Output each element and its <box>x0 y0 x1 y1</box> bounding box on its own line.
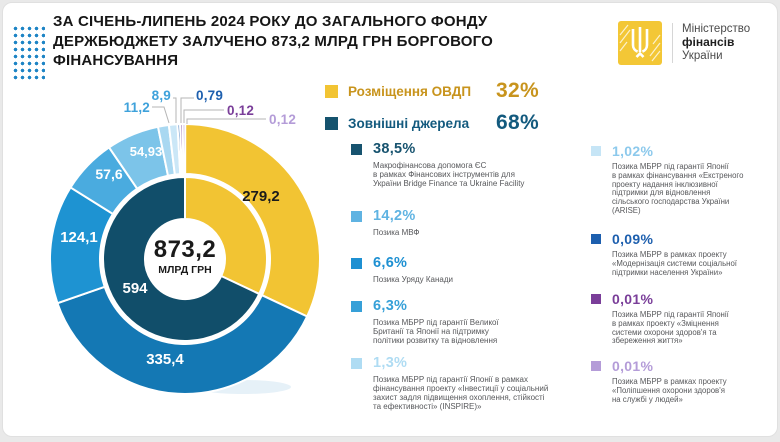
item-marker-square <box>351 144 362 155</box>
item-percent: 6,6% <box>373 255 408 271</box>
legend-item-external: Зовнішні джерела 68% <box>325 111 539 135</box>
ministry-name-line2: фінансів <box>682 35 735 50</box>
dots-decoration <box>12 25 45 82</box>
callout-leader-line <box>186 118 266 124</box>
callout-value-label: 11,2 <box>123 100 150 115</box>
breakdown-item: 0,01% Позика МБРР в рамках проекту «Поліп… <box>591 358 727 404</box>
breakdown-item: 14,2% Позика МВФ <box>351 208 419 237</box>
donut-label: 54,93 <box>130 144 163 159</box>
item-marker-square <box>591 361 601 371</box>
breakdown-item: 1,02% Позика МБРР під гарантії Японії в р… <box>591 143 743 216</box>
legend-label: Зовнішні джерела <box>348 115 470 131</box>
breakdown-item: 1,3% Позика МБРР під гарантії Японії в ра… <box>351 355 548 411</box>
callout-value-label: 0,79 <box>196 88 224 103</box>
donut-shadow <box>195 380 291 394</box>
donut-label: 279,2 <box>242 188 280 205</box>
callout-value-label: 0,12 <box>227 103 255 118</box>
page-title: ЗА СІЧЕНЬ-ЛИПЕНЬ 2024 РОКУ ДО ЗАГАЛЬНОГО… <box>53 13 493 69</box>
item-marker-square <box>591 294 601 304</box>
breakdown-item: 38,5% Макрофінансова допомога ЄС в рамках… <box>351 141 524 188</box>
ministry-name-line1: Міністерство <box>682 22 751 35</box>
item-description: Позика МБРР під гарантії Японії в рамках… <box>612 310 729 346</box>
legend-percent: 32% <box>496 79 539 102</box>
donut-segment-57,6 <box>69 145 139 216</box>
item-description: Позика МБРР під гарантії Японії в рамках… <box>612 162 744 215</box>
donut-label: 873,2 <box>154 236 217 263</box>
legend-label: Розміщення ОВДП <box>348 83 472 99</box>
donut-segment-54,93 <box>107 125 170 191</box>
legend-swatch-yellow <box>325 84 338 98</box>
breakdown-item: 6,6% Позика Уряду Канади <box>351 255 453 284</box>
item-percent: 0,01% <box>612 358 654 374</box>
item-percent: 14,2% <box>373 208 416 224</box>
item-marker-square <box>351 358 362 369</box>
logo-divider <box>672 23 673 63</box>
item-percent: 1,02% <box>612 143 654 159</box>
donut-segment-0,12 <box>179 123 185 176</box>
callout-value-label: 0,12 <box>269 112 297 127</box>
item-marker-square <box>351 301 362 312</box>
callout-leader-line <box>180 97 194 123</box>
donut-label: 124,1 <box>60 229 98 246</box>
donut-inner-segment-279,2 <box>184 175 268 296</box>
callout-value-label: 8,9 <box>151 88 171 103</box>
donut-inner-segment-594 <box>102 175 261 342</box>
trident-icon <box>618 21 662 65</box>
item-description: Позика МБРР в рамках проекту «Модернізац… <box>612 250 737 277</box>
breakdown-item: 0,01% Позика МБРР під гарантії Японії в р… <box>591 291 729 346</box>
donut-segment-11,2 <box>156 123 176 177</box>
legend-swatch-darkblue <box>325 116 338 130</box>
item-percent: 1,3% <box>373 355 408 371</box>
item-marker-square <box>351 211 362 222</box>
donut-segment-0,79 <box>176 123 183 176</box>
item-marker-square <box>591 234 601 244</box>
donut-segment-279,2 <box>184 122 321 318</box>
legend-item-ovdp: Розміщення ОВДП 32% <box>325 79 539 103</box>
callout-leader-line <box>173 97 177 123</box>
item-description: Позика МБРР під гарантії Японії в рамках… <box>373 375 549 411</box>
callout-leader-line <box>152 106 170 124</box>
infographic-card: ЗА СІЧЕНЬ-ЛИПЕНЬ 2024 РОКУ ДО ЗАГАЛЬНОГО… <box>2 2 778 437</box>
donut-segment-8,9 <box>167 123 182 176</box>
item-description: Позика МБРР в рамках проекту «Поліпшення… <box>612 377 727 404</box>
item-percent: 0,09% <box>612 231 654 247</box>
ministry-logo: Міністерство фінансів України <box>618 21 750 65</box>
item-marker-square <box>351 258 362 269</box>
donut-label: МЛРД ГРН <box>158 264 211 276</box>
ministry-name: Міністерство фінансів України <box>682 23 750 64</box>
item-description: Позика МБРР під гарантії Великої Британі… <box>373 318 499 345</box>
item-percent: 6,3% <box>373 298 408 314</box>
ministry-name-line3: України <box>682 49 723 62</box>
legend-percent: 68% <box>496 111 539 134</box>
donut-label: 335,4 <box>146 351 184 368</box>
item-percent: 38,5% <box>373 141 416 157</box>
donut-label: 594 <box>122 280 148 297</box>
callout-leader-line <box>183 109 224 123</box>
breakdown-item: 0,09% Позика МБРР в рамках проекту «Модер… <box>591 231 737 277</box>
item-marker-square <box>591 146 601 156</box>
donut-hole <box>146 220 224 298</box>
breakdown-item: 6,3% Позика МБРР під гарантії Великої Бри… <box>351 298 499 345</box>
item-description: Макрофінансова допомога ЄС в рамках Фіна… <box>373 161 525 188</box>
item-description: Позика Уряду Канади <box>373 275 454 284</box>
donut-label: 57,6 <box>95 166 122 182</box>
item-percent: 0,01% <box>612 291 654 307</box>
donut-segment-124,1 <box>49 186 115 305</box>
item-description: Позика МВФ <box>373 228 420 237</box>
donut-segment-335,4 <box>56 285 309 395</box>
donut-segment-0,12 <box>181 122 187 176</box>
